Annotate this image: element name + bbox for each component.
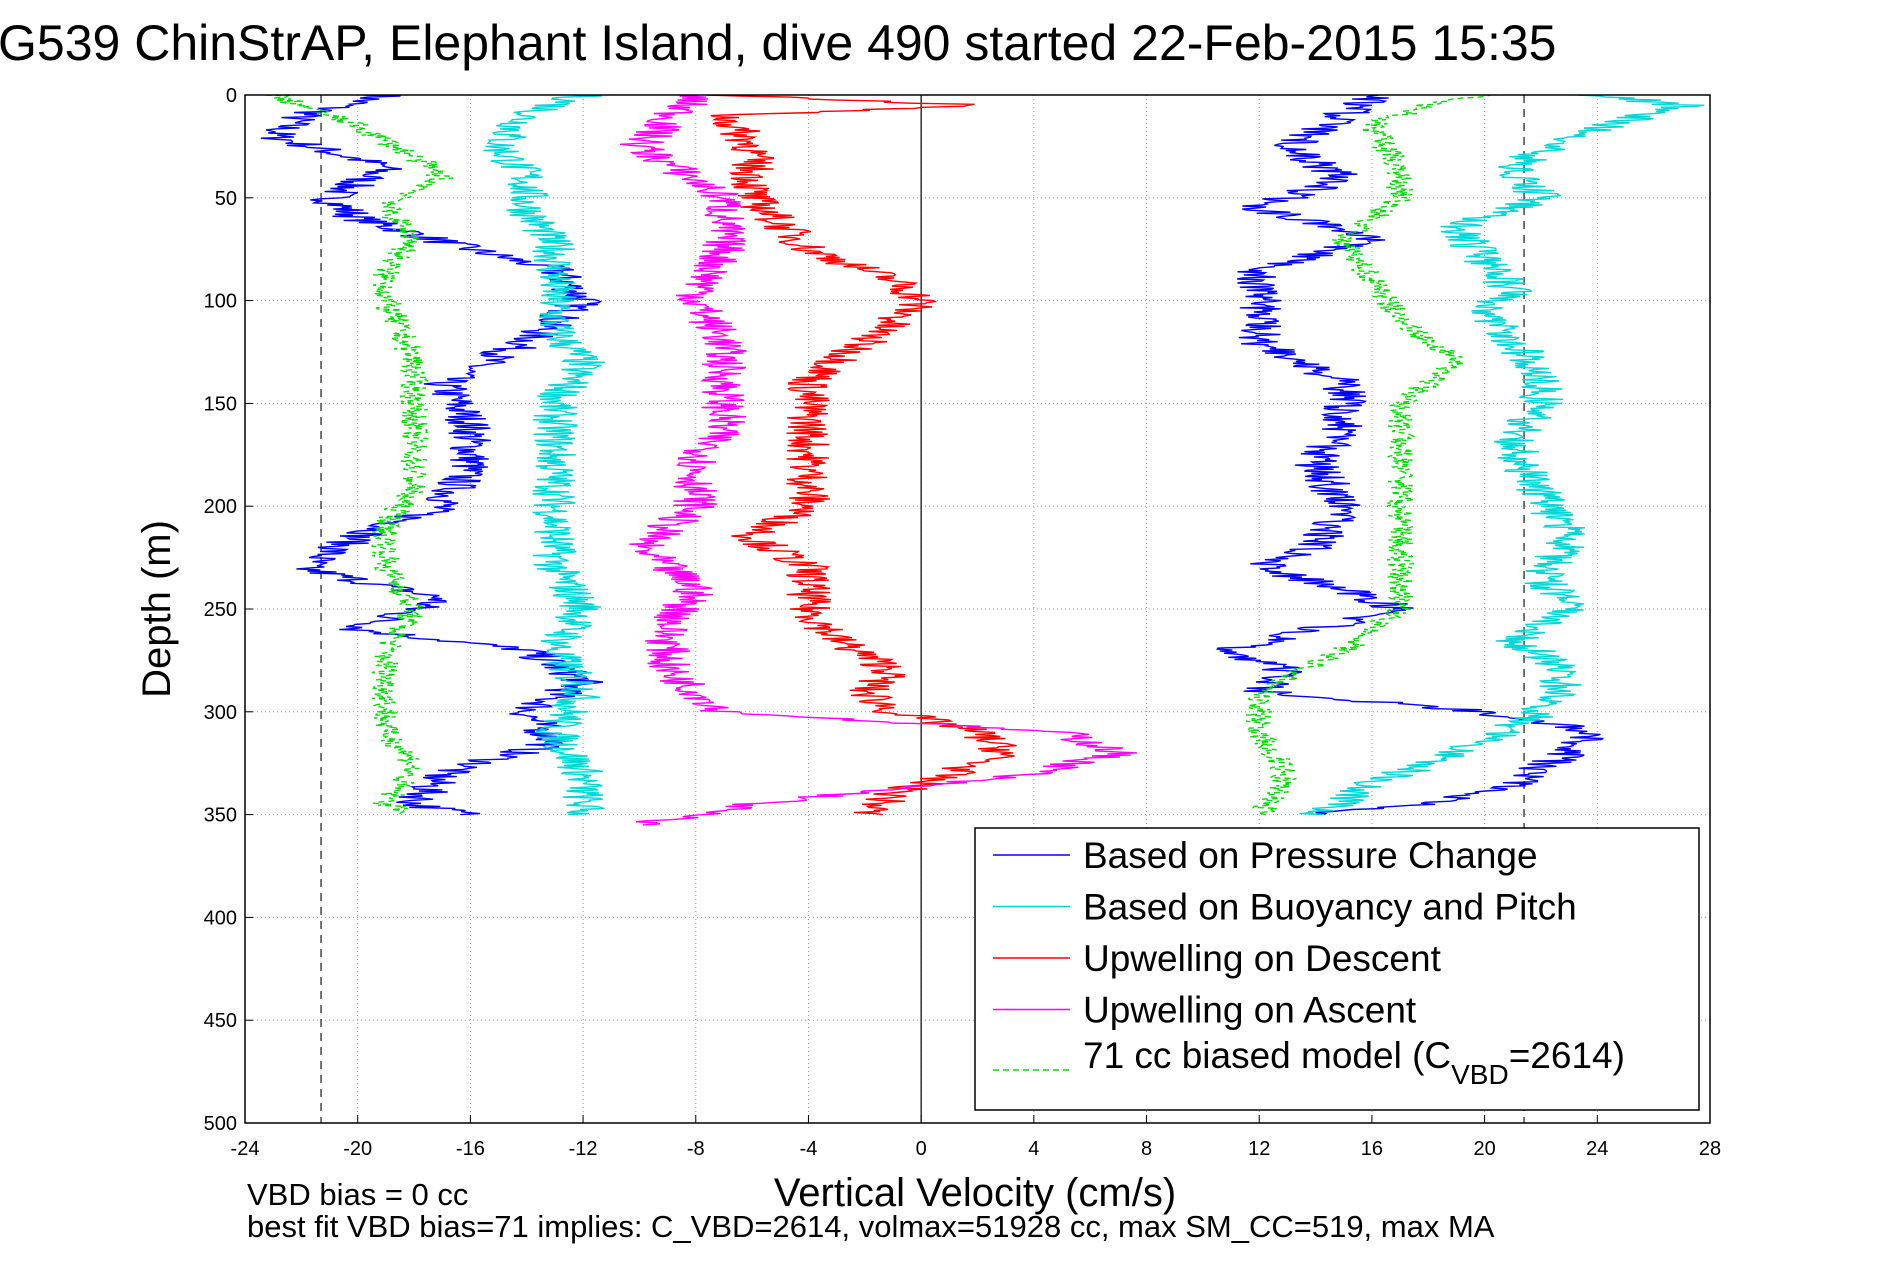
y-tick-label: 450	[204, 1010, 237, 1032]
y-tick-label: 50	[215, 188, 237, 210]
y-tick-label: 300	[204, 702, 237, 724]
chart-title: G539 ChinStrAP, Elephant Island, dive 49…	[0, 15, 1556, 71]
x-tick-label: -4	[800, 1138, 818, 1160]
x-tick-label: -12	[569, 1138, 598, 1160]
x-tick-label: 0	[916, 1138, 927, 1160]
y-tick-label: 400	[204, 907, 237, 929]
y-axis-label: Depth (m)	[135, 520, 179, 698]
legend-label-model: 71 cc biased model (CVBD=2614)	[1083, 1035, 1625, 1090]
x-tick-label: 28	[1699, 1138, 1721, 1160]
x-tick-label: 8	[1141, 1138, 1152, 1160]
legend-model-subscript: VBD	[1451, 1059, 1509, 1090]
x-tick-label: 12	[1248, 1138, 1270, 1160]
x-tick-label: 24	[1586, 1138, 1608, 1160]
y-tick-label: 0	[226, 85, 237, 107]
y-tick-label: 500	[204, 1113, 237, 1135]
y-tick-label: 200	[204, 496, 237, 518]
series-line-based-on-pressure-change-descent	[260, 95, 603, 816]
legend-label: Upwelling on Ascent	[1083, 990, 1417, 1031]
x-axis-ticks: -24 -20 -16 -12 -8 -4 0 4 8 12 16 20 24 28	[231, 1115, 1721, 1160]
y-tick-label: 350	[204, 805, 237, 827]
x-axis-label: Vertical Velocity (cm/s)	[774, 1171, 1176, 1215]
legend-model-suffix: =2614)	[1509, 1035, 1625, 1076]
series-line-71-cc-biased-model-c-vbd-2614-descent	[265, 95, 454, 816]
y-tick-label: 250	[204, 599, 237, 621]
x-tick-label: -24	[231, 1138, 260, 1160]
y-tick-label: 150	[204, 393, 237, 415]
y-tick-label: 100	[204, 291, 237, 313]
x-tick-label: -8	[687, 1138, 705, 1160]
series-line-based-on-buoyancy-and-pitch-ascent	[1299, 95, 1705, 816]
x-tick-label: 4	[1028, 1138, 1039, 1160]
series-layer	[260, 95, 1705, 826]
x-tick-label: -20	[343, 1138, 372, 1160]
legend-box	[974, 827, 1700, 1111]
legend-label: Based on Buoyancy and Pitch	[1083, 887, 1577, 928]
series-line-upwelling-on-descent-profile	[706, 95, 1017, 816]
y-axis-ticks: 0 50 100 150 200 250 300 350 400 450 500	[204, 85, 253, 1135]
legend-entries: Based on Pressure Change Based on Buoyanc…	[993, 835, 1577, 1031]
series-line-upwelling-on-ascent-profile	[620, 95, 1138, 826]
series-line-71-cc-biased-model-c-vbd-2614-ascent	[1245, 95, 1492, 816]
legend-model-prefix: 71 cc biased model (C	[1083, 1035, 1451, 1076]
x-tick-label: 16	[1361, 1138, 1383, 1160]
legend-label: Upwelling on Descent	[1083, 938, 1442, 979]
footnote-vbd-bias: VBD bias = 0 cc	[247, 1177, 468, 1212]
legend-label: Based on Pressure Change	[1083, 835, 1538, 876]
legend: Based on Pressure Change Based on Buoyanc…	[974, 827, 1700, 1111]
footnote-best-fit: best fit VBD bias=71 implies: C_VBD=2614…	[247, 1209, 1495, 1244]
x-tick-label: 20	[1473, 1138, 1495, 1160]
series-line-based-on-pressure-change-ascent	[1216, 95, 1604, 816]
series-line-based-on-buoyancy-and-pitch-descent	[483, 95, 606, 816]
x-tick-label: -16	[456, 1138, 485, 1160]
